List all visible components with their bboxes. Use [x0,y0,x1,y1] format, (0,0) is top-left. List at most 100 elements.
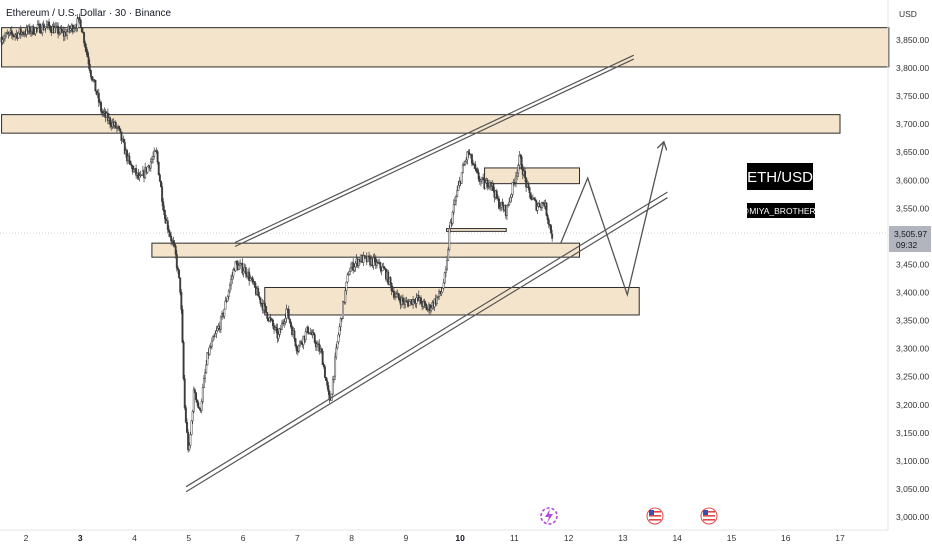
candle [131,165,134,172]
author-tag-text: @MIYA_BROTHERS [741,206,822,216]
supply-demand-zone[interactable] [264,286,640,316]
candle [219,316,222,330]
candle [457,184,460,191]
candle [17,32,20,39]
supply-demand-zone[interactable] [151,242,581,258]
channel-trendline[interactable] [234,54,635,244]
candle [398,297,401,301]
candle [420,297,422,304]
candle [155,150,158,152]
candle [35,27,38,29]
candle [333,375,335,380]
candle [181,309,184,343]
author-tag: @MIYA_BROTHERS [741,203,822,218]
candle [348,271,351,275]
candle [158,174,161,182]
candle [337,334,340,343]
candle [36,24,39,29]
price-tick-label: 3,100.00 [896,456,929,466]
candle [451,211,454,224]
candle [499,207,502,209]
channel-trendline[interactable] [185,197,668,493]
price-tick-label: 3,700.00 [896,119,929,129]
candle [509,197,512,203]
supply-demand-zone[interactable] [1,114,841,134]
candle [206,352,209,366]
candle [57,25,60,35]
supply-demand-zone[interactable] [1,27,890,68]
candle [80,27,83,33]
candle [282,322,285,325]
candle [188,444,191,451]
supply-demand-zone[interactable] [446,228,507,232]
candle [225,300,228,302]
time-tick-label: 14 [672,533,682,543]
candle [169,232,171,237]
candle [281,322,283,330]
candle [270,319,273,321]
candle [196,399,199,404]
candle [106,112,109,121]
candle [486,179,489,188]
candle [265,306,268,313]
pair-label-text: ETH/USD [747,169,813,186]
candle [241,262,244,274]
candle [322,364,325,367]
candle [262,303,265,311]
candle [214,333,217,337]
candle [44,26,47,29]
price-tick-label: 3,600.00 [896,175,929,185]
candle [466,151,469,161]
candle [164,214,167,224]
candle [535,200,538,211]
candle [468,153,471,155]
channel-trendline[interactable] [185,191,668,488]
candle [304,331,307,340]
candle [114,122,117,129]
candle [224,300,227,310]
candle [344,290,347,303]
candle [4,35,6,39]
candle [498,198,500,209]
candle [293,330,296,339]
candle [335,347,338,358]
candle [534,198,537,202]
candle [288,318,291,323]
candle [408,301,411,307]
candle [505,205,508,216]
candle [1,39,4,43]
candle [447,249,450,261]
candle [68,25,71,31]
projection-path[interactable] [559,143,664,298]
candle [85,47,88,52]
candle [201,387,204,402]
candle [501,201,504,206]
us-flag-event-icon[interactable] [646,507,664,525]
candle [120,131,123,141]
candle [313,334,316,343]
price-tick-label: 3,200.00 [896,400,929,410]
time-tick-label: 6 [241,533,246,543]
candle [467,151,470,154]
channel-trendline[interactable] [234,58,635,248]
candle [193,389,196,393]
candle [173,243,176,247]
candle [300,341,303,344]
candle [517,164,520,174]
supply-demand-zone[interactable] [484,167,581,185]
candle [297,344,300,352]
candle [126,150,129,162]
candle [276,328,279,339]
candle [182,342,185,379]
price-tick-label: 3,850.00 [896,35,929,45]
candle [91,76,93,81]
candle [547,219,550,225]
us-flag-event-icon[interactable] [700,507,718,525]
lightning-event-icon[interactable] [540,507,558,525]
candle [413,299,416,303]
candle [548,224,551,226]
time-tick-label: 5 [186,533,191,543]
candle [48,21,51,27]
candle [152,156,155,160]
